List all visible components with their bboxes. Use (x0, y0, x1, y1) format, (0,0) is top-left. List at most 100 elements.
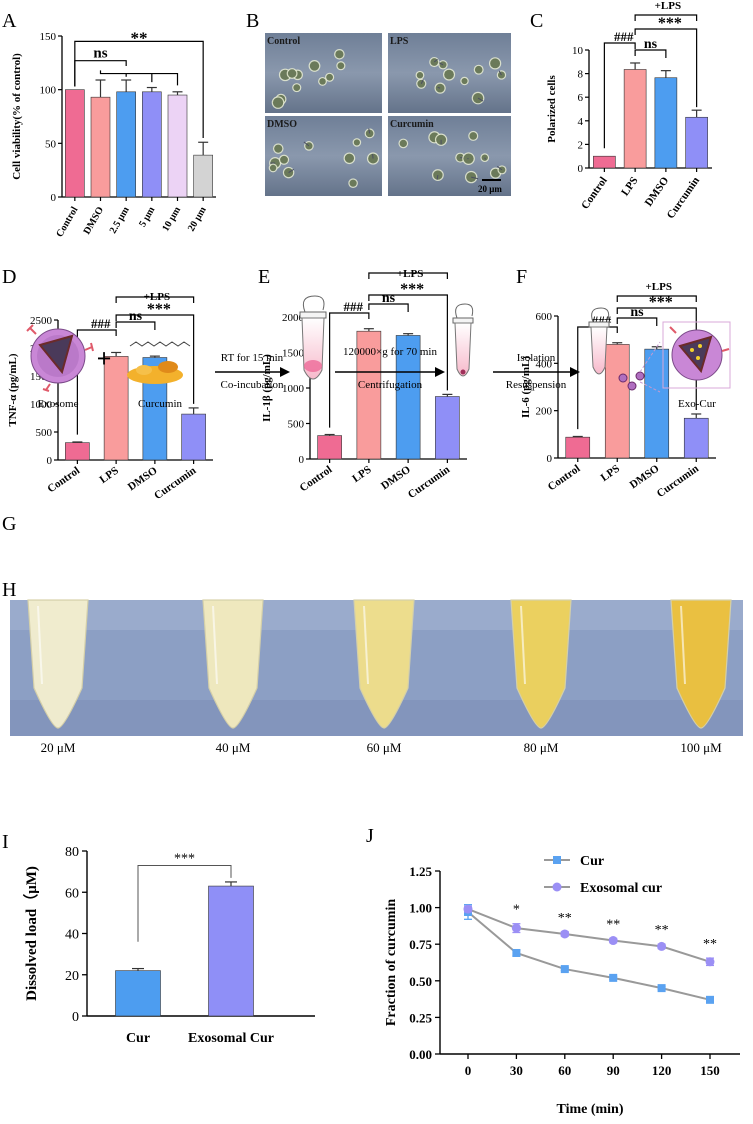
cell-process (437, 86, 441, 89)
exosome-label: Exosome (38, 398, 79, 410)
category-label: 5 μm (137, 204, 158, 229)
cell-body (444, 69, 454, 80)
panel-b-micrographs: Control LPS DMSO Curcumin 20 μm (265, 33, 511, 196)
sample-tube (670, 599, 732, 729)
sig-annotation: *** (649, 294, 673, 311)
chart-j-fraction-curcumin: 0.00 0.25 0.50 0.75 1.00 1.25 0 30 60 90 120 150 Tim… (384, 854, 740, 1117)
tube-label-100: 100 μM (680, 740, 722, 755)
ns-bracket (115, 321, 156, 330)
x-tick-label: 150 (700, 1063, 720, 1078)
ns-annotation: ns (129, 309, 143, 324)
category-label: Exosomal Cur (188, 1031, 274, 1046)
category-label: DMSO (82, 205, 107, 237)
category-label: Cur (126, 1031, 150, 1046)
ns-annotation: ns (630, 305, 644, 320)
significance-label: ** (703, 937, 717, 952)
bar (142, 91, 162, 198)
ns-annotation: ns (382, 291, 396, 306)
micrograph-curcumin (388, 116, 511, 196)
bar (181, 413, 206, 461)
y-tick-label: 6 (578, 92, 584, 104)
bar (116, 91, 136, 198)
bar (167, 94, 188, 198)
y-tick-label: 2000 (282, 312, 305, 324)
y-tick-label: 0 (578, 163, 584, 175)
ns-bracket (616, 317, 658, 326)
y-tick-label: 2 (578, 139, 584, 151)
cell-process (477, 97, 484, 102)
data-point-exosomal (608, 936, 618, 946)
y-tick-label: 0 (299, 454, 305, 466)
ns-bracket (368, 303, 409, 312)
series-line (467, 911, 711, 1001)
category-label: 20 μm (186, 204, 209, 233)
arrow-head-step-3 (570, 367, 580, 377)
sig-bracket (74, 40, 204, 138)
ns-annotation: ns (644, 37, 658, 52)
data-point-cur (609, 973, 618, 982)
x-tick-label: 90 (607, 1063, 620, 1078)
sample-tube (510, 599, 572, 729)
lps-bracket (634, 14, 698, 21)
legend-label-cur: Cur (580, 854, 604, 869)
panel-label-c: C (530, 10, 543, 32)
category-label: LPS (350, 464, 373, 485)
data-point-cur (560, 965, 569, 974)
cell-body (353, 139, 360, 146)
exo-cur-label: Exo-Cur (678, 398, 716, 410)
data-point-cur (512, 948, 521, 957)
chart-a-cell-viability: 0 50 100 150 Cell viability(% of control) Con… (11, 29, 216, 239)
cell-body (472, 92, 484, 104)
y-axis-label: IL-6 (pg/mL) (520, 356, 532, 418)
panel-label-j: J (366, 825, 374, 847)
data-point-exosomal (560, 929, 570, 939)
cell-process (471, 176, 479, 180)
bar (317, 435, 342, 460)
category-label: Curcumin (406, 464, 452, 501)
y-tick-label: 150 (40, 31, 57, 43)
cell-body (344, 153, 355, 163)
cell-body (326, 73, 333, 81)
cell-process (303, 141, 310, 147)
cell-body (335, 50, 344, 59)
y-tick-label: 0.75 (409, 937, 432, 952)
category-label: Curcumin (152, 465, 198, 502)
cell-process (368, 128, 371, 134)
y-tick-label: 1500 (282, 348, 305, 360)
step1-bottom-label: Co-incubation (221, 379, 284, 391)
bar (593, 155, 616, 169)
lps-bracket (616, 295, 697, 302)
y-tick-label: 100 (40, 85, 57, 97)
tube-icon-2 (452, 303, 474, 377)
quadrant-label-control: Control (267, 36, 300, 47)
x-tick-label: 60 (558, 1063, 571, 1078)
bar (623, 69, 647, 169)
chart-i-dissolved-load: 0 20 40 60 80 Dissolved load（μM) Cur Exosomal C… (22, 845, 315, 1046)
y-tick-label: 0.25 (409, 1010, 432, 1025)
ns-bracket (634, 49, 667, 58)
tube-icon-3 (588, 307, 661, 393)
tube-label-80: 80 μM (524, 740, 559, 755)
panel-h-photo: 20 μM 40 μM 60 μM 80 μM 100 μM (10, 599, 743, 755)
legend-marker-exosomal (552, 882, 562, 892)
cell-process (436, 174, 439, 180)
category-label: DMSO (126, 464, 160, 493)
x-tick-label: 120 (652, 1063, 672, 1078)
lps-annotation: +LPS (655, 0, 681, 12)
y-tick-label: 2500 (30, 315, 53, 327)
significance-label: * (513, 903, 520, 918)
legend-label-exosomal: Exosomal cur (580, 881, 662, 896)
y-axis-label: Cell viability(% of control) (11, 53, 23, 180)
quadrant-label-dmso: DMSO (267, 119, 297, 130)
y-axis-label: Fraction of curcumin (384, 899, 399, 1026)
step2-top-label: 120000×g for 70 min (343, 346, 437, 358)
cell-process (288, 168, 295, 174)
x-tick-label: 0 (465, 1063, 472, 1078)
y-tick-label: 500 (288, 419, 305, 431)
sample-tube (27, 599, 89, 729)
y-tick-label: 50 (45, 138, 57, 150)
hash-bracket (603, 42, 636, 149)
cell-body (433, 170, 443, 180)
category-label: Control (45, 465, 82, 496)
y-tick-label: 10 (572, 45, 584, 57)
